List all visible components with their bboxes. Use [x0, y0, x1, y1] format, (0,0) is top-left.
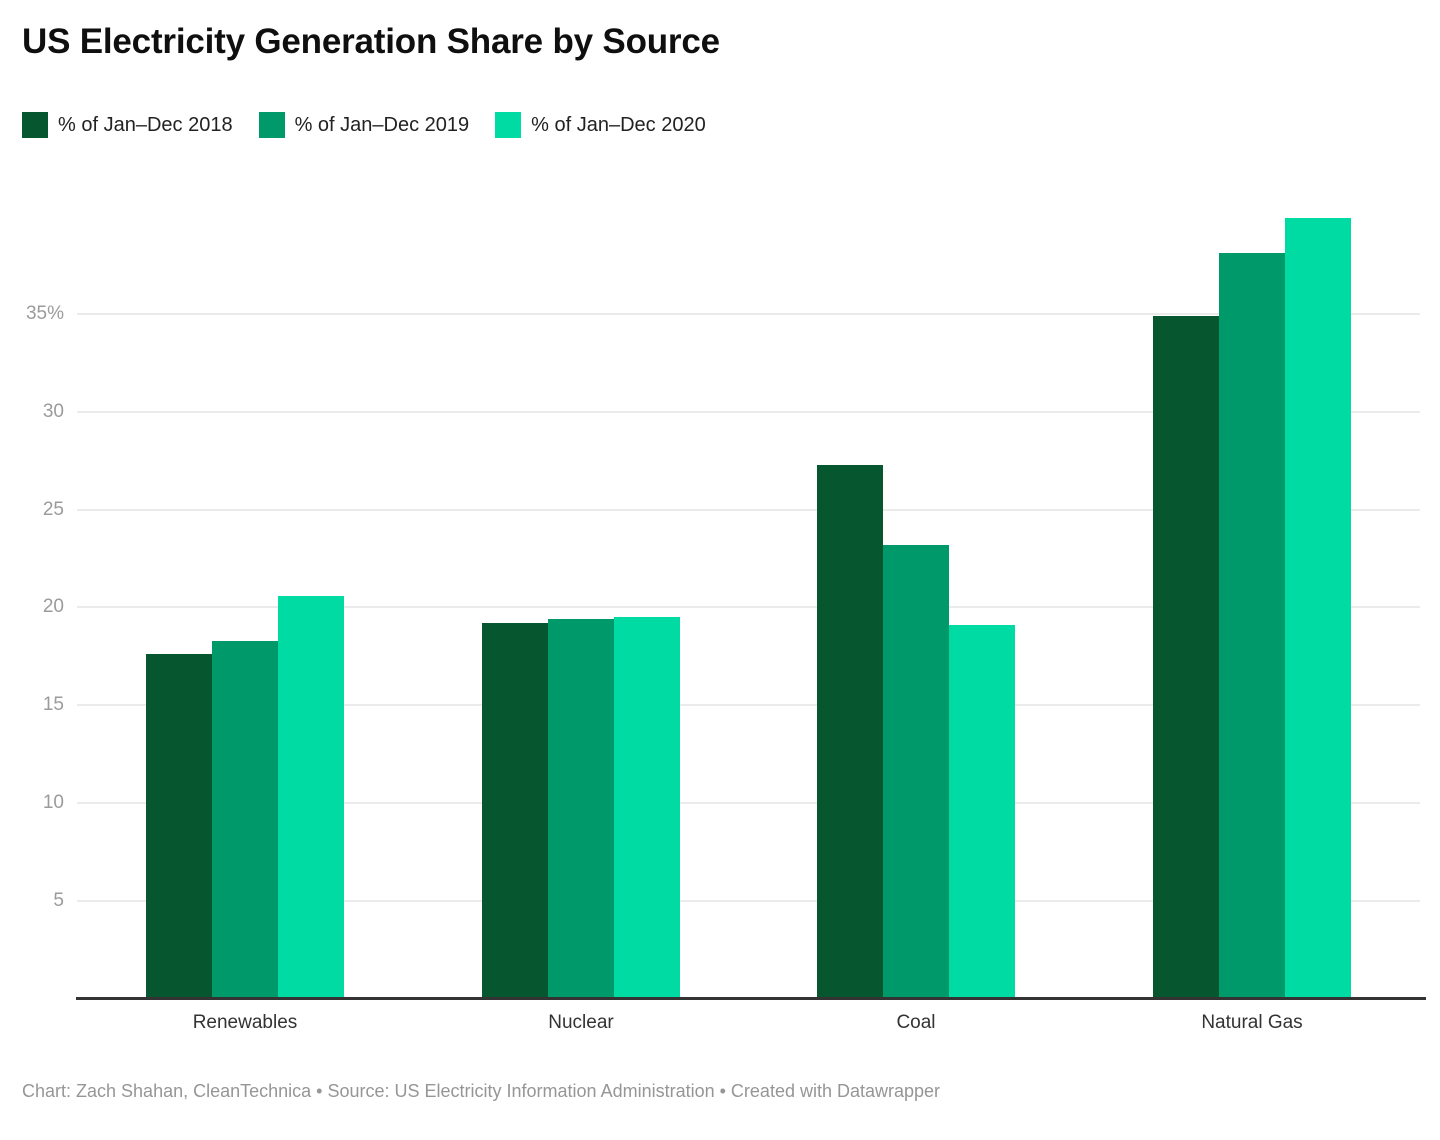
legend-label-2018: % of Jan–Dec 2018 — [58, 113, 233, 136]
gridline-5 — [77, 900, 1420, 903]
category-label-coal: Coal — [896, 1012, 936, 1033]
legend-swatch-2020 — [495, 112, 522, 138]
legend: % of Jan–Dec 2018 % of Jan–Dec 2019 % of… — [22, 112, 706, 138]
legend-swatch-2019 — [258, 112, 285, 138]
chart-footer: Chart: Zach Shahan, CleanTechnica • Sour… — [22, 1081, 941, 1101]
ytick-label-20: 20 — [42, 596, 64, 618]
legend-item-2020: % of Jan–Dec 2020 — [495, 112, 706, 138]
legend-item-2018: % of Jan–Dec 2018 — [22, 112, 233, 138]
gridline-35 — [77, 312, 1420, 315]
chart-title: US Electricity Generation Share by Sourc… — [22, 22, 720, 61]
bar-nuclear-2018 — [482, 623, 548, 999]
ytick-label-25: 25 — [42, 498, 64, 520]
bar-coal-2020 — [949, 625, 1015, 999]
bar-natural-gas-2019 — [1219, 253, 1285, 999]
ytick-label-30: 30 — [42, 400, 64, 422]
legend-item-2019: % of Jan–Dec 2019 — [258, 112, 470, 138]
bar-coal-2019 — [883, 545, 949, 999]
gridline-20 — [77, 606, 1420, 609]
bar-renewables-2018 — [146, 654, 212, 999]
category-label-natural-gas: Natural Gas — [1201, 1012, 1303, 1033]
gridline-30 — [77, 410, 1420, 413]
bar-nuclear-2019 — [548, 619, 614, 999]
legend-swatch-2018 — [22, 112, 48, 138]
ytick-label-10: 10 — [42, 792, 64, 814]
gridline-10 — [77, 802, 1420, 805]
bar-renewables-2019 — [212, 641, 278, 999]
ytick-label-15: 15 — [42, 694, 64, 716]
x-axis-line — [76, 997, 1426, 1000]
bar-natural-gas-2020 — [1285, 218, 1351, 999]
legend-label-2020: % of Jan–Dec 2020 — [531, 113, 706, 136]
bar-nuclear-2020 — [614, 617, 680, 999]
category-label-nuclear: Nuclear — [548, 1012, 614, 1033]
ytick-label-5: 5 — [53, 890, 64, 912]
legend-label-2019: % of Jan–Dec 2019 — [294, 113, 470, 136]
gridline-25 — [77, 508, 1420, 511]
bar-renewables-2020 — [278, 596, 344, 999]
bar-natural-gas-2018 — [1153, 316, 1219, 999]
bar-coal-2018 — [817, 465, 883, 999]
ytick-label-35: 35% — [25, 302, 64, 324]
category-label-renewables: Renewables — [192, 1012, 298, 1033]
gridline-15 — [77, 704, 1420, 707]
